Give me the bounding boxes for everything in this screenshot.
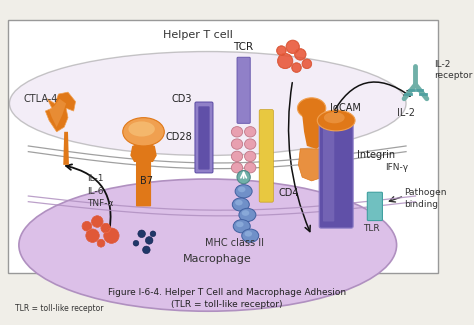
Text: B7: B7 [140, 176, 153, 186]
Text: IL-2: IL-2 [397, 108, 415, 118]
Text: CD3: CD3 [171, 94, 191, 104]
Text: IFN-γ: IFN-γ [385, 163, 409, 172]
Circle shape [150, 231, 156, 237]
FancyBboxPatch shape [259, 110, 273, 202]
FancyBboxPatch shape [198, 106, 210, 170]
Ellipse shape [19, 179, 397, 311]
Text: IL-1
IL-6
TNF-α: IL-1 IL-6 TNF-α [87, 174, 113, 208]
Circle shape [104, 228, 119, 243]
FancyBboxPatch shape [8, 20, 438, 273]
FancyBboxPatch shape [323, 125, 334, 222]
Circle shape [82, 222, 91, 231]
Ellipse shape [242, 210, 249, 216]
Polygon shape [49, 99, 66, 127]
Ellipse shape [324, 112, 345, 123]
Ellipse shape [238, 187, 246, 192]
Circle shape [277, 46, 286, 55]
Circle shape [133, 240, 139, 246]
Ellipse shape [9, 52, 406, 155]
FancyBboxPatch shape [195, 102, 213, 173]
Text: Pathogen
binding: Pathogen binding [404, 188, 447, 209]
Ellipse shape [245, 231, 252, 237]
Circle shape [86, 229, 99, 242]
Ellipse shape [235, 185, 252, 198]
Ellipse shape [233, 220, 250, 233]
Ellipse shape [231, 127, 243, 137]
Ellipse shape [231, 151, 243, 162]
Ellipse shape [237, 171, 250, 184]
FancyBboxPatch shape [136, 150, 151, 206]
Polygon shape [299, 149, 327, 181]
Circle shape [101, 223, 110, 233]
Circle shape [97, 240, 105, 247]
Circle shape [292, 63, 301, 72]
Polygon shape [46, 92, 75, 132]
Ellipse shape [245, 139, 256, 149]
Circle shape [143, 246, 150, 254]
Circle shape [286, 40, 300, 53]
Ellipse shape [128, 122, 155, 136]
Text: TCR: TCR [234, 42, 254, 52]
Ellipse shape [245, 127, 256, 137]
Circle shape [146, 237, 153, 244]
Circle shape [295, 49, 306, 60]
Polygon shape [302, 115, 321, 149]
FancyBboxPatch shape [367, 192, 383, 221]
Text: IgCAM: IgCAM [330, 103, 361, 113]
Text: MHC class II: MHC class II [205, 238, 264, 248]
Ellipse shape [317, 110, 355, 131]
Ellipse shape [231, 162, 243, 173]
Text: Integrin: Integrin [357, 150, 395, 161]
Ellipse shape [123, 118, 164, 146]
Ellipse shape [245, 151, 256, 162]
Ellipse shape [245, 162, 256, 173]
Text: Helper T cell: Helper T cell [164, 31, 233, 41]
Ellipse shape [239, 208, 256, 222]
Circle shape [278, 53, 293, 69]
Ellipse shape [242, 229, 259, 242]
Text: CD28: CD28 [165, 132, 192, 141]
Text: CTLA-4: CTLA-4 [24, 94, 58, 104]
Text: TLR: TLR [363, 224, 379, 233]
Text: Figure I-6-4. Helper T Cell and Macrophage Adhesion
(TLR = toll-like receptor): Figure I-6-4. Helper T Cell and Macropha… [108, 288, 346, 309]
Polygon shape [63, 132, 69, 165]
Circle shape [302, 59, 311, 69]
FancyBboxPatch shape [237, 57, 250, 123]
Circle shape [138, 230, 146, 238]
Ellipse shape [298, 98, 326, 119]
Text: TLR = toll-like receptor: TLR = toll-like receptor [15, 304, 104, 313]
Text: IL-2
receptor: IL-2 receptor [434, 60, 473, 81]
Ellipse shape [232, 198, 249, 211]
Polygon shape [130, 141, 157, 162]
Circle shape [91, 216, 103, 227]
FancyBboxPatch shape [319, 121, 353, 228]
Ellipse shape [235, 200, 243, 205]
Text: CD4: CD4 [279, 188, 299, 198]
Text: Macrophage: Macrophage [183, 254, 252, 264]
Ellipse shape [231, 139, 243, 149]
Ellipse shape [236, 222, 244, 227]
